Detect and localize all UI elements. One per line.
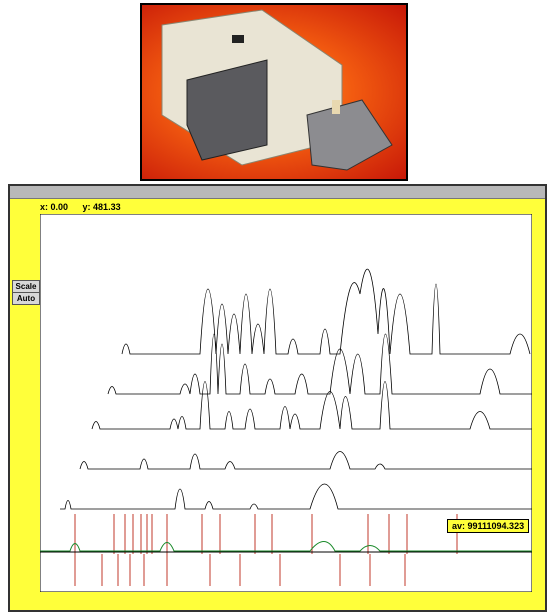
page: x: 0.00 y: 481.33 Scale Auto <box>0 0 548 613</box>
photo-art <box>142 5 406 179</box>
x-readout: x: 0.00 <box>40 202 68 212</box>
toolbar: x: 0.00 y: 481.33 <box>40 202 133 212</box>
y-readout: y: 481.33 <box>83 202 121 212</box>
auto-button[interactable]: Auto <box>12 292 40 305</box>
chromatogram-plot <box>40 214 532 592</box>
title-bar <box>10 186 545 199</box>
software-window: x: 0.00 y: 481.33 Scale Auto <box>8 184 547 612</box>
device-photo <box>140 3 408 181</box>
value-box: av: 99111094.323 <box>447 519 529 533</box>
